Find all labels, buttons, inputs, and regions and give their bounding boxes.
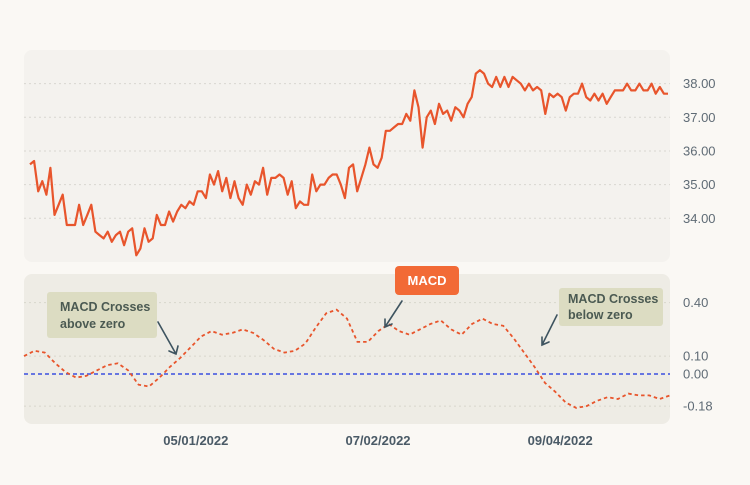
- callout-right-line-2: below zero: [568, 308, 633, 322]
- callout-left-background: [47, 292, 157, 338]
- callout-crosses-below-zero: MACD Crosses below zero: [559, 288, 663, 326]
- x-tick-label: 09/04/2022: [528, 433, 593, 448]
- price-y-tick-label: 35.00: [683, 177, 716, 192]
- macd-y-tick-label: -0.18: [683, 399, 713, 414]
- price-y-tick-labels: 34.00 35.00 36.00 37.00 38.00: [683, 76, 716, 226]
- callout-left-line-2: above zero: [60, 317, 126, 331]
- x-tick-labels: 05/01/2022 07/02/2022 09/04/2022: [163, 433, 592, 448]
- price-y-tick-label: 37.00: [683, 110, 716, 125]
- macd-y-tick-labels: -0.18 0.00 0.10 0.40: [683, 295, 713, 414]
- annotation-arrows: [157, 300, 558, 356]
- price-y-tick-label: 36.00: [683, 143, 716, 158]
- price-series-line: [29, 69, 668, 257]
- arrow-right: [541, 314, 558, 347]
- callout-right-background: [559, 288, 663, 326]
- macd-series-line: [23, 308, 671, 409]
- macd-badge-background: [395, 266, 459, 295]
- callout-crosses-above-zero: MACD Crosses above zero: [47, 292, 157, 338]
- price-panel: [24, 50, 670, 262]
- arrow-macd: [384, 300, 403, 329]
- price-y-tick-label: 38.00: [683, 76, 716, 91]
- callout-right-line-1: MACD Crosses: [568, 292, 658, 306]
- macd-y-tick-label: 0.40: [683, 295, 708, 310]
- macd-y-tick-label: 0.10: [683, 349, 708, 364]
- macd-badge-text: MACD: [408, 273, 447, 288]
- x-tick-label: 05/01/2022: [163, 433, 228, 448]
- callout-left-line-1: MACD Crosses: [60, 300, 150, 314]
- macd-label-badge: MACD: [395, 266, 459, 295]
- price-y-tick-label: 34.00: [683, 211, 716, 226]
- x-tick-label: 07/02/2022: [345, 433, 410, 448]
- arrow-left: [157, 321, 179, 356]
- macd-y-tick-label: 0.00: [683, 367, 708, 382]
- macd-panel: [24, 274, 670, 424]
